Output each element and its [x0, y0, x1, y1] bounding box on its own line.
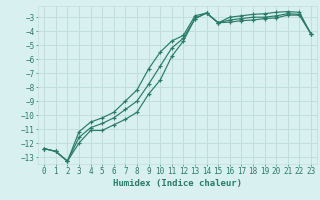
X-axis label: Humidex (Indice chaleur): Humidex (Indice chaleur) — [113, 179, 242, 188]
